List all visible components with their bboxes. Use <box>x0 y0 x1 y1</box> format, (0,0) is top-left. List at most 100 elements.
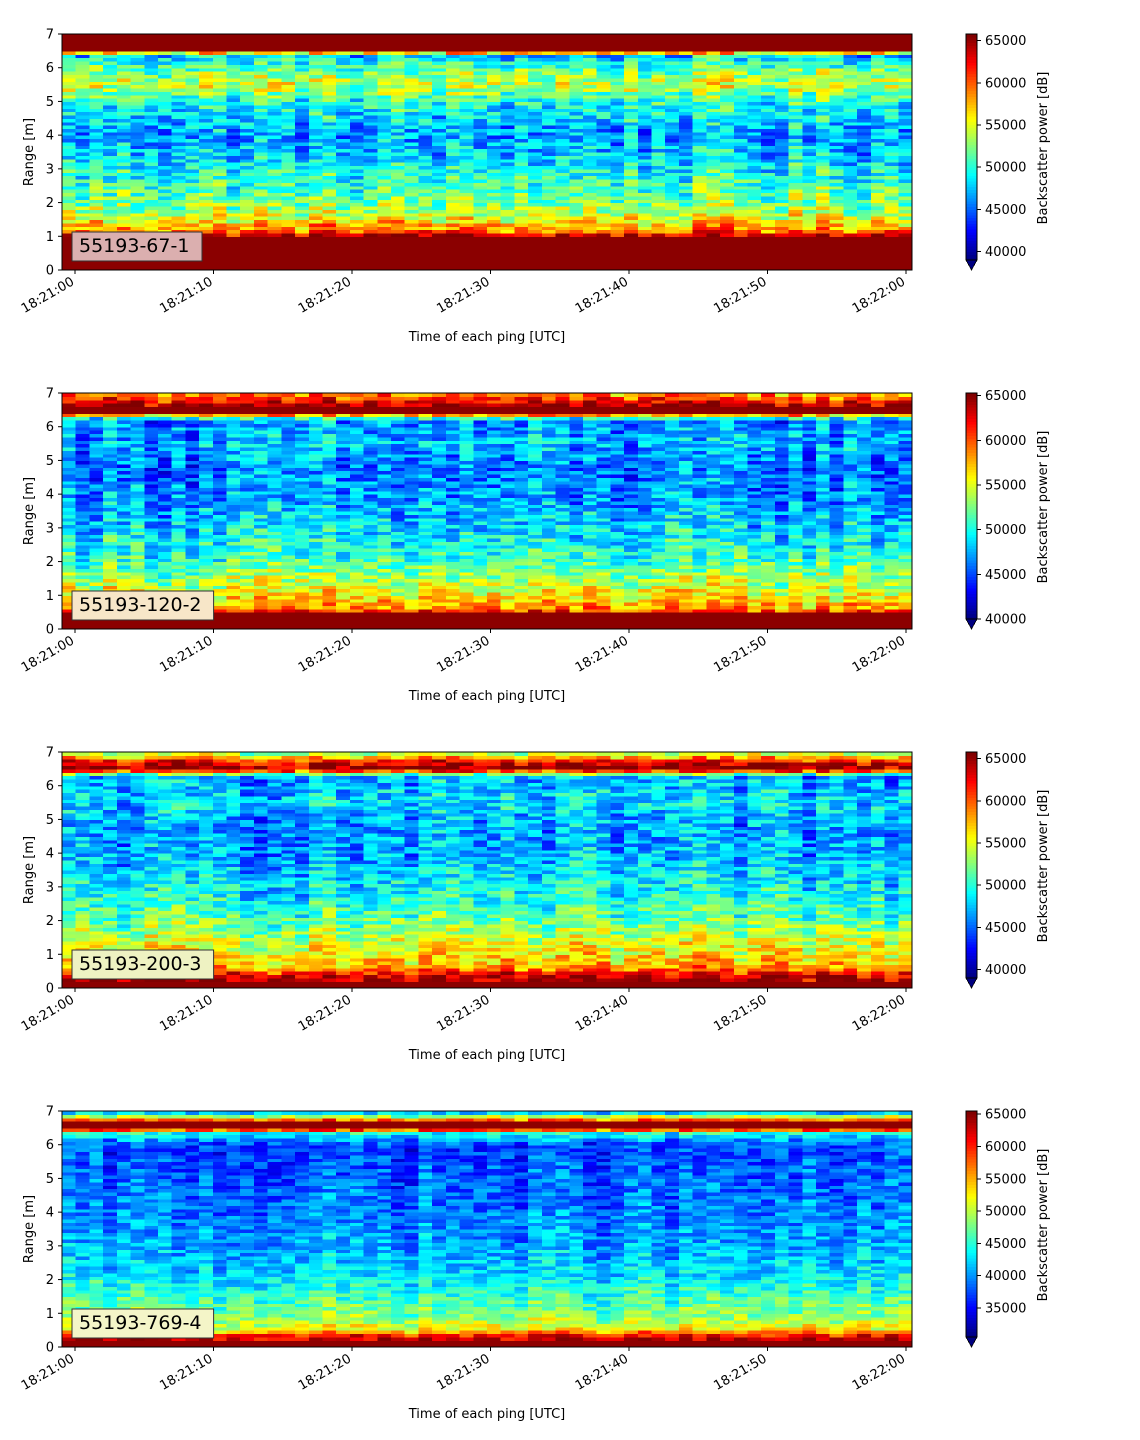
heatmap-cell <box>377 142 391 146</box>
heatmap-cell <box>144 213 158 217</box>
heatmap-cell <box>364 47 378 51</box>
heatmap-cell <box>775 71 789 75</box>
colorbar-tick-label: 65000 <box>985 34 1026 49</box>
heatmap-cell <box>487 95 501 99</box>
heatmap-cell <box>89 477 103 481</box>
heatmap-cell <box>857 34 871 38</box>
heatmap-cell <box>364 34 378 38</box>
heatmap-cell <box>583 34 597 38</box>
heatmap-cell <box>144 165 158 169</box>
heatmap-cell <box>103 47 117 51</box>
heatmap-cell <box>76 501 90 505</box>
heatmap-cell <box>747 213 761 217</box>
heatmap-cell <box>638 47 652 51</box>
heatmap-cell <box>597 189 611 193</box>
heatmap-cell <box>487 260 501 264</box>
heatmap-cell <box>172 118 186 122</box>
heatmap-cell <box>528 71 542 75</box>
heatmap-cell <box>62 165 76 169</box>
heatmap-cell <box>514 236 528 240</box>
heatmap-cell <box>665 34 679 38</box>
heatmap-cell <box>857 165 871 169</box>
heatmap-cell <box>432 47 446 51</box>
heatmap-cell <box>885 47 899 51</box>
heatmap-cell <box>528 165 542 169</box>
heatmap-cell <box>158 548 172 552</box>
heatmap-cell <box>597 34 611 38</box>
heatmap-cell <box>185 165 199 169</box>
heatmap-cell <box>460 213 474 217</box>
heatmap-cell <box>885 34 899 38</box>
heatmap-cell <box>775 213 789 217</box>
heatmap-cell <box>610 71 624 75</box>
y-tick-label: 5 <box>46 95 54 110</box>
heatmap-cell <box>569 236 583 240</box>
heatmap-cell <box>295 165 309 169</box>
heatmap-cell <box>158 572 172 576</box>
heatmap-cell <box>185 47 199 51</box>
heatmap-cell <box>268 165 282 169</box>
heatmap-cell <box>843 118 857 122</box>
heatmap-cell <box>693 47 707 51</box>
heatmap-cell <box>885 165 899 169</box>
heatmap-cell <box>460 165 474 169</box>
heatmap-cell <box>460 47 474 51</box>
heatmap-cell <box>117 118 131 122</box>
heatmap-cell <box>103 189 117 193</box>
heatmap-cell <box>391 71 405 75</box>
heatmap-cell <box>254 71 268 75</box>
heatmap-cell <box>638 95 652 99</box>
heatmap-cell <box>610 189 624 193</box>
heatmap-cell <box>418 260 432 264</box>
heatmap-cell <box>418 118 432 122</box>
heatmap-cell <box>336 142 350 146</box>
heatmap-cell <box>103 142 117 146</box>
heatmap-cell <box>556 34 570 38</box>
heatmap-cell <box>665 260 679 264</box>
heatmap-cell <box>418 213 432 217</box>
heatmap-cell <box>117 71 131 75</box>
heatmap-cell <box>706 71 720 75</box>
heatmap-cell <box>144 454 158 458</box>
heatmap-cell <box>76 95 90 99</box>
heatmap-cell <box>405 236 419 240</box>
heatmap-cell <box>144 142 158 146</box>
heatmap-cell <box>103 524 117 528</box>
heatmap-cell <box>213 47 227 51</box>
heatmap-cell <box>103 95 117 99</box>
heatmap-cell <box>857 142 871 146</box>
heatmap-cell <box>405 95 419 99</box>
heatmap-cell <box>679 34 693 38</box>
heatmap-cell <box>432 189 446 193</box>
heatmap-cell <box>103 477 117 481</box>
heatmap-cell <box>473 34 487 38</box>
heatmap-cell <box>62 430 76 434</box>
heatmap-cell <box>597 118 611 122</box>
heatmap-cell <box>377 189 391 193</box>
heatmap-cell <box>789 236 803 240</box>
heatmap-cell <box>76 572 90 576</box>
heatmap-cell <box>857 118 871 122</box>
heatmap-cell <box>473 189 487 193</box>
heatmap-cell <box>556 213 570 217</box>
heatmap-cell <box>62 454 76 458</box>
heatmap-cell <box>418 189 432 193</box>
heatmap-cell <box>89 524 103 528</box>
heatmap-cell <box>775 142 789 146</box>
heatmap-cell <box>624 118 638 122</box>
heatmap-cell <box>62 71 76 75</box>
heatmap-cell <box>501 34 515 38</box>
heatmap-cell <box>295 34 309 38</box>
heatmap-cell <box>227 34 241 38</box>
heatmap-cell <box>76 189 90 193</box>
heatmap-cell <box>103 430 117 434</box>
heatmap-cell <box>268 118 282 122</box>
y-tick-label: 3 <box>46 162 54 177</box>
heatmap-cell <box>213 165 227 169</box>
heatmap-cell <box>816 236 830 240</box>
heatmap-cell <box>693 95 707 99</box>
heatmap-cell <box>144 71 158 75</box>
heatmap-cell <box>761 213 775 217</box>
